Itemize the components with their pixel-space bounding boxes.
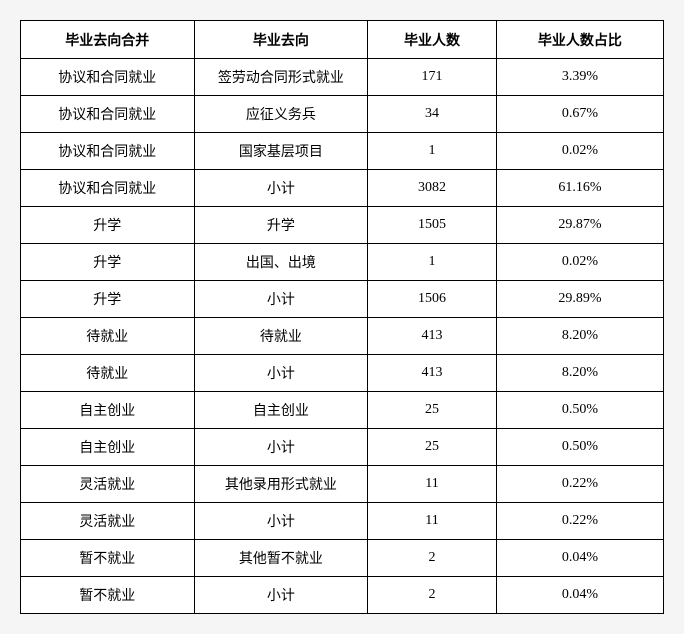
table-container: 毕业去向合并 毕业去向 毕业人数 毕业人数占比 协议和合同就业 签劳动合同形式就… bbox=[20, 20, 664, 614]
table-row: 待就业 待就业 413 8.20% bbox=[21, 318, 664, 355]
cell-category-merged: 升学 bbox=[21, 281, 195, 318]
cell-category-merged: 待就业 bbox=[21, 318, 195, 355]
cell-category: 自主创业 bbox=[194, 392, 368, 429]
table-row: 自主创业 自主创业 25 0.50% bbox=[21, 392, 664, 429]
cell-category: 小计 bbox=[194, 355, 368, 392]
cell-percentage: 8.20% bbox=[496, 318, 663, 355]
cell-category-merged: 协议和合同就业 bbox=[21, 133, 195, 170]
table-body: 协议和合同就业 签劳动合同形式就业 171 3.39% 协议和合同就业 应征义务… bbox=[21, 59, 664, 614]
cell-percentage: 8.20% bbox=[496, 355, 663, 392]
cell-category: 待就业 bbox=[194, 318, 368, 355]
cell-percentage: 0.04% bbox=[496, 577, 663, 614]
cell-category: 小计 bbox=[194, 503, 368, 540]
table-row: 协议和合同就业 国家基层项目 1 0.02% bbox=[21, 133, 664, 170]
cell-category: 其他录用形式就业 bbox=[194, 466, 368, 503]
cell-category: 小计 bbox=[194, 281, 368, 318]
table-row: 灵活就业 其他录用形式就业 11 0.22% bbox=[21, 466, 664, 503]
cell-percentage: 0.22% bbox=[496, 466, 663, 503]
cell-category-merged: 自主创业 bbox=[21, 392, 195, 429]
cell-count: 3082 bbox=[368, 170, 497, 207]
cell-count: 1505 bbox=[368, 207, 497, 244]
header-category: 毕业去向 bbox=[194, 21, 368, 59]
header-category-merged: 毕业去向合并 bbox=[21, 21, 195, 59]
cell-category-merged: 暂不就业 bbox=[21, 540, 195, 577]
cell-percentage: 29.89% bbox=[496, 281, 663, 318]
cell-category-merged: 灵活就业 bbox=[21, 503, 195, 540]
header-row: 毕业去向合并 毕业去向 毕业人数 毕业人数占比 bbox=[21, 21, 664, 59]
table-row: 待就业 小计 413 8.20% bbox=[21, 355, 664, 392]
cell-category: 小计 bbox=[194, 577, 368, 614]
cell-category: 出国、出境 bbox=[194, 244, 368, 281]
cell-category-merged: 升学 bbox=[21, 244, 195, 281]
cell-count: 1506 bbox=[368, 281, 497, 318]
cell-percentage: 29.87% bbox=[496, 207, 663, 244]
cell-category-merged: 自主创业 bbox=[21, 429, 195, 466]
cell-category-merged: 协议和合同就业 bbox=[21, 96, 195, 133]
header-percentage: 毕业人数占比 bbox=[496, 21, 663, 59]
table-row: 暂不就业 小计 2 0.04% bbox=[21, 577, 664, 614]
header-count: 毕业人数 bbox=[368, 21, 497, 59]
cell-percentage: 0.22% bbox=[496, 503, 663, 540]
cell-category-merged: 待就业 bbox=[21, 355, 195, 392]
cell-count: 11 bbox=[368, 503, 497, 540]
cell-category: 小计 bbox=[194, 170, 368, 207]
cell-count: 2 bbox=[368, 540, 497, 577]
cell-percentage: 0.67% bbox=[496, 96, 663, 133]
cell-category-merged: 协议和合同就业 bbox=[21, 59, 195, 96]
cell-percentage: 0.50% bbox=[496, 392, 663, 429]
graduation-table: 毕业去向合并 毕业去向 毕业人数 毕业人数占比 协议和合同就业 签劳动合同形式就… bbox=[20, 20, 664, 614]
table-row: 协议和合同就业 小计 3082 61.16% bbox=[21, 170, 664, 207]
table-row: 升学 升学 1505 29.87% bbox=[21, 207, 664, 244]
cell-percentage: 0.02% bbox=[496, 244, 663, 281]
cell-count: 413 bbox=[368, 318, 497, 355]
cell-category: 签劳动合同形式就业 bbox=[194, 59, 368, 96]
cell-category: 国家基层项目 bbox=[194, 133, 368, 170]
cell-count: 25 bbox=[368, 429, 497, 466]
cell-count: 1 bbox=[368, 133, 497, 170]
cell-count: 171 bbox=[368, 59, 497, 96]
cell-percentage: 3.39% bbox=[496, 59, 663, 96]
cell-category-merged: 灵活就业 bbox=[21, 466, 195, 503]
table-row: 灵活就业 小计 11 0.22% bbox=[21, 503, 664, 540]
table-row: 升学 出国、出境 1 0.02% bbox=[21, 244, 664, 281]
cell-percentage: 61.16% bbox=[496, 170, 663, 207]
cell-category: 小计 bbox=[194, 429, 368, 466]
cell-category: 应征义务兵 bbox=[194, 96, 368, 133]
cell-count: 413 bbox=[368, 355, 497, 392]
cell-percentage: 0.50% bbox=[496, 429, 663, 466]
cell-category-merged: 升学 bbox=[21, 207, 195, 244]
cell-category: 升学 bbox=[194, 207, 368, 244]
cell-count: 1 bbox=[368, 244, 497, 281]
table-row: 升学 小计 1506 29.89% bbox=[21, 281, 664, 318]
cell-count: 11 bbox=[368, 466, 497, 503]
cell-count: 34 bbox=[368, 96, 497, 133]
cell-count: 25 bbox=[368, 392, 497, 429]
cell-category-merged: 暂不就业 bbox=[21, 577, 195, 614]
table-row: 协议和合同就业 应征义务兵 34 0.67% bbox=[21, 96, 664, 133]
cell-percentage: 0.02% bbox=[496, 133, 663, 170]
table-row: 自主创业 小计 25 0.50% bbox=[21, 429, 664, 466]
cell-count: 2 bbox=[368, 577, 497, 614]
table-row: 协议和合同就业 签劳动合同形式就业 171 3.39% bbox=[21, 59, 664, 96]
table-row: 暂不就业 其他暂不就业 2 0.04% bbox=[21, 540, 664, 577]
cell-category-merged: 协议和合同就业 bbox=[21, 170, 195, 207]
cell-percentage: 0.04% bbox=[496, 540, 663, 577]
cell-category: 其他暂不就业 bbox=[194, 540, 368, 577]
